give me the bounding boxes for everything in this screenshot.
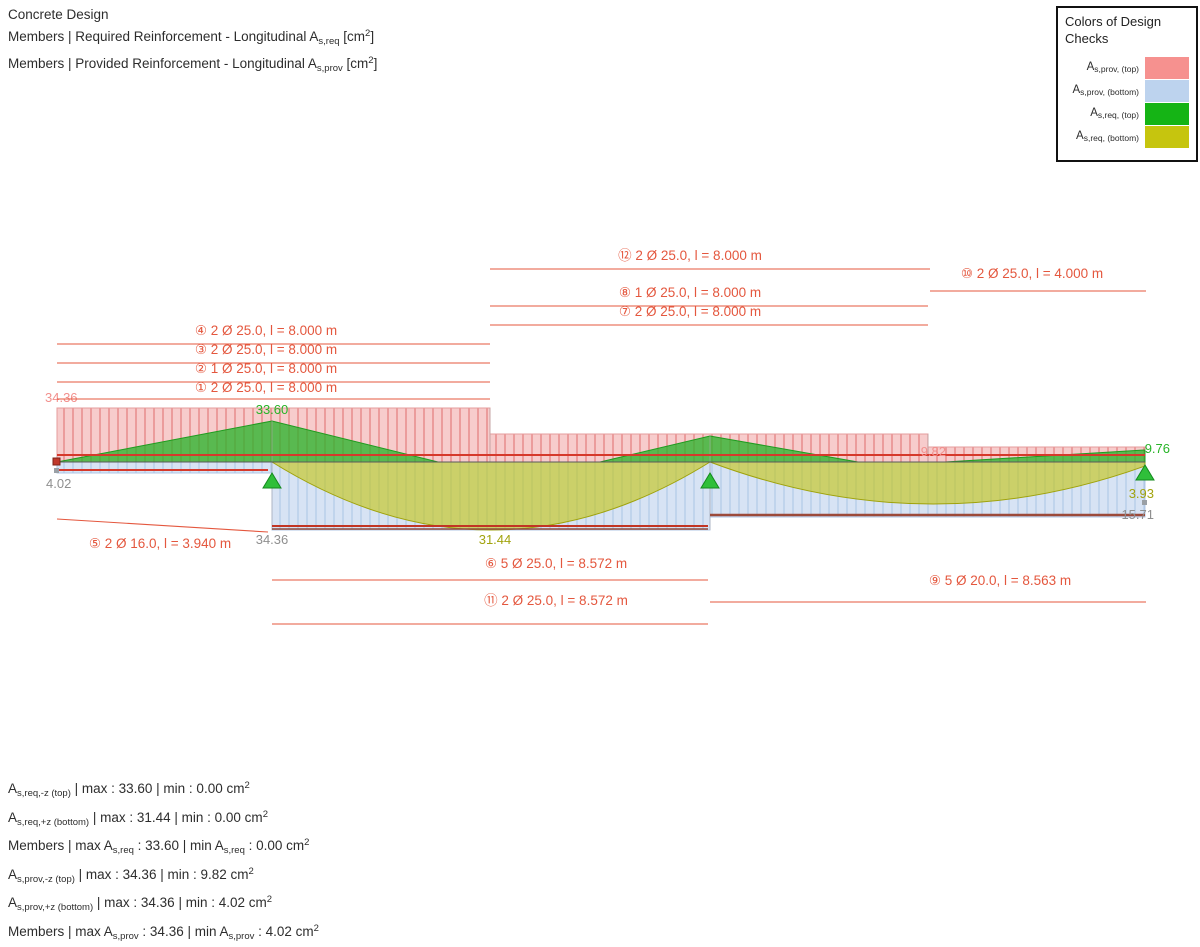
value-label: 34.36 xyxy=(256,532,289,547)
rebar-label: ① 2 Ø 25.0, l = 8.000 m xyxy=(195,380,337,395)
text-segment: : 0.00 cm xyxy=(245,838,304,853)
text-segment: | max : 34.36 | min : 9.82 cm xyxy=(75,867,249,882)
rebar-label: ② 1 Ø 25.0, l = 8.000 m xyxy=(195,361,337,376)
text-segment: 2 xyxy=(314,923,319,934)
text-segment: | max : 33.60 | min : 0.00 cm xyxy=(71,781,245,796)
text-segment: A xyxy=(8,867,17,882)
rebar-label: ⑫ 2 Ø 25.0, l = 8.000 m xyxy=(618,248,762,263)
summary-line: As,prov,+z (bottom) | max : 34.36 | min … xyxy=(8,890,319,919)
text-segment: : 34.36 | min A xyxy=(139,924,229,939)
rebar-callout: ② 1 Ø 25.0, l = 8.000 m xyxy=(57,361,490,382)
text-segment: 2 xyxy=(244,780,249,791)
text-segment: s,req xyxy=(224,845,245,856)
value-label: 9.76 xyxy=(1145,441,1170,456)
text-segment: s,prov xyxy=(113,931,139,942)
value-label: 15.71 xyxy=(1121,507,1154,522)
rebar-label: ⑪ 2 Ø 25.0, l = 8.572 m xyxy=(484,593,628,608)
left-end-marker xyxy=(53,458,60,465)
text-segment: : 4.02 cm xyxy=(254,924,313,939)
summary-line: As,req,+z (bottom) | max : 31.44 | min :… xyxy=(8,805,319,834)
text-segment: 2 xyxy=(263,809,268,820)
text-segment: s,req,-z (top) xyxy=(17,788,71,799)
text-segment: | max : 34.36 | min : 4.02 cm xyxy=(93,895,267,910)
text-segment: s,prov,-z (top) xyxy=(17,874,75,885)
text-segment: s,req,+z (bottom) xyxy=(17,817,89,828)
rebar-label: ⑥ 5 Ø 25.0, l = 8.572 m xyxy=(485,556,627,571)
text-segment: | max : 31.44 | min : 0.00 cm xyxy=(89,810,263,825)
summary-line: Members | max As,req : 33.60 | min As,re… xyxy=(8,833,319,862)
text-segment: s,prov xyxy=(228,931,254,942)
text-segment: A xyxy=(8,781,17,796)
value-label: 33.60 xyxy=(256,402,289,417)
rebar-extent-line xyxy=(57,519,268,532)
text-segment: Members | max A xyxy=(8,924,113,939)
rebar-label: ⑩ 2 Ø 25.0, l = 4.000 m xyxy=(961,266,1103,281)
result-summary: As,req,-z (top) | max : 33.60 | min : 0.… xyxy=(8,776,319,947)
text-segment: : 33.60 | min A xyxy=(134,838,224,853)
rebar-label: ④ 2 Ø 25.0, l = 8.000 m xyxy=(195,323,337,338)
rebar-callout: ⑪ 2 Ø 25.0, l = 8.572 m xyxy=(272,593,708,624)
rebar-label: ⑧ 1 Ø 25.0, l = 8.000 m xyxy=(619,285,761,300)
rebar-callout: ④ 2 Ø 25.0, l = 8.000 m xyxy=(57,323,490,344)
rebar-callout: ③ 2 Ø 25.0, l = 8.000 m xyxy=(57,342,490,363)
value-label: 9.82 xyxy=(921,444,946,459)
reinforcement-diagram: 34.36 33.60 9.82 9.76 4.02 34.36 31.44 3.93 15.7… xyxy=(0,0,1200,900)
rebar-label: ⑤ 2 Ø 16.0, l = 3.940 m xyxy=(89,536,231,551)
text-segment: s,prov,+z (bottom) xyxy=(17,902,93,913)
text-segment: 2 xyxy=(249,866,254,877)
rebar-callout: ⑤ 2 Ø 16.0, l = 3.940 m xyxy=(57,519,268,551)
text-segment: Members | max A xyxy=(8,838,113,853)
text-segment: s,req xyxy=(113,845,134,856)
rebar-callout: ⑩ 2 Ø 25.0, l = 4.000 m xyxy=(930,266,1146,291)
text-segment: A xyxy=(8,810,17,825)
text-segment: 2 xyxy=(304,837,309,848)
value-label: 4.02 xyxy=(46,476,71,491)
rebar-callout: ⑦ 2 Ø 25.0, l = 8.000 m xyxy=(490,304,928,325)
rebar-label: ③ 2 Ø 25.0, l = 8.000 m xyxy=(195,342,337,357)
rebar-callout: ⑥ 5 Ø 25.0, l = 8.572 m xyxy=(272,556,708,580)
text-segment: A xyxy=(8,895,17,910)
left-end-marker2 xyxy=(54,468,59,473)
summary-line: As,req,-z (top) | max : 33.60 | min : 0.… xyxy=(8,776,319,805)
rebar-label: ⑨ 5 Ø 20.0, l = 8.563 m xyxy=(929,573,1071,588)
rebar-callout: ① 2 Ø 25.0, l = 8.000 m xyxy=(57,380,490,399)
rebar-callout: ⑫ 2 Ø 25.0, l = 8.000 m xyxy=(490,248,930,269)
rebar-callout: ⑨ 5 Ø 20.0, l = 8.563 m xyxy=(710,573,1146,602)
value-label: 34.36 xyxy=(45,390,78,405)
summary-line: As,prov,-z (top) | max : 34.36 | min : 9… xyxy=(8,862,319,891)
value-label: 31.44 xyxy=(479,532,512,547)
rebar-label: ⑦ 2 Ø 25.0, l = 8.000 m xyxy=(619,304,761,319)
value-label: 3.93 xyxy=(1129,486,1154,501)
summary-line: Members | max As,prov : 34.36 | min As,p… xyxy=(8,919,319,947)
rebar-callout: ⑧ 1 Ø 25.0, l = 8.000 m xyxy=(490,285,928,306)
